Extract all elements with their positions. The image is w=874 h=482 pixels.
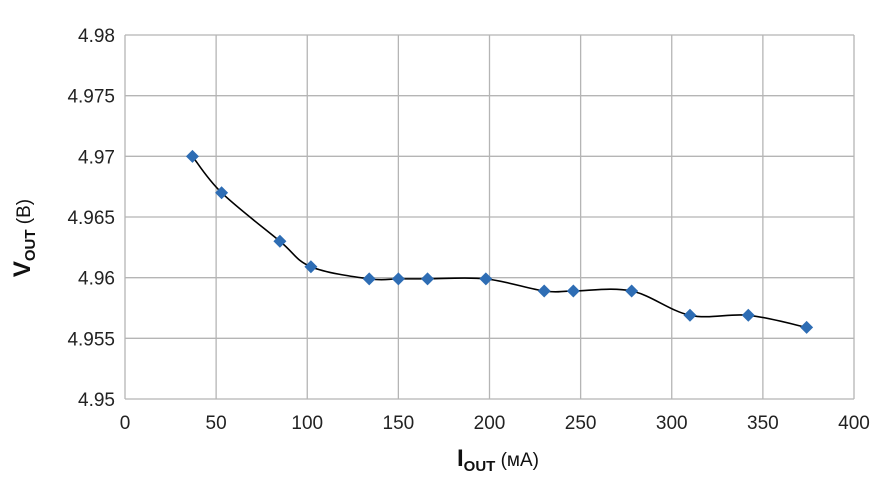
- x-tick-label: 0: [120, 413, 131, 434]
- y-tick-label: 4.98: [78, 26, 115, 47]
- x-tick-label: 400: [838, 413, 870, 434]
- data-point-diamond: [185, 149, 199, 163]
- y-tick-label: 4.975: [67, 87, 115, 108]
- data-point-diamond: [800, 320, 814, 334]
- y-axis-title-main: V: [9, 261, 36, 277]
- data-point-diamond: [683, 308, 697, 322]
- data-point-diamond: [215, 186, 229, 200]
- x-tick-label: 300: [656, 413, 688, 434]
- data-point-diamond: [362, 272, 376, 286]
- y-axis-tick-labels: 4.95 4.955 4.96 4.965 4.97 4.975 4.98: [67, 26, 115, 411]
- y-tick-label: 4.97: [78, 147, 115, 168]
- x-axis-tick-labels: 0 50 100 150 200 250 300 350 400: [120, 413, 870, 434]
- x-tick-label: 350: [747, 413, 779, 434]
- x-tick-label: 200: [474, 413, 506, 434]
- y-axis-title-unit: (В): [14, 199, 35, 230]
- x-axis-title-sub: OUT: [464, 458, 496, 475]
- data-point-diamond: [625, 284, 639, 298]
- data-point-diamond: [304, 260, 318, 274]
- y-tick-label: 4.965: [67, 208, 115, 229]
- data-point-diamond: [273, 234, 287, 248]
- data-point-diamond: [479, 272, 493, 286]
- y-tick-label: 4.96: [78, 269, 115, 290]
- data-point-diamond: [741, 308, 755, 322]
- x-tick-label: 100: [291, 413, 323, 434]
- x-axis-title-unit: (мА): [495, 450, 539, 471]
- data-point-diamond: [421, 272, 435, 286]
- x-tick-label: 150: [383, 413, 415, 434]
- x-tick-label: 250: [565, 413, 597, 434]
- y-tick-label: 4.955: [67, 329, 115, 350]
- x-axis-title-main: I: [457, 445, 464, 472]
- x-tick-label: 50: [206, 413, 227, 434]
- data-point-diamond: [566, 284, 580, 298]
- data-point-diamond: [537, 284, 551, 298]
- series-points: [185, 149, 814, 334]
- x-axis-title: IOUT (мА): [457, 445, 539, 475]
- y-tick-label: 4.95: [78, 390, 115, 411]
- chart-grid: [124, 34, 855, 400]
- data-point-diamond: [391, 272, 405, 286]
- y-axis-title: VOUT (В): [9, 199, 39, 277]
- y-axis-title-sub: OUT: [22, 229, 39, 261]
